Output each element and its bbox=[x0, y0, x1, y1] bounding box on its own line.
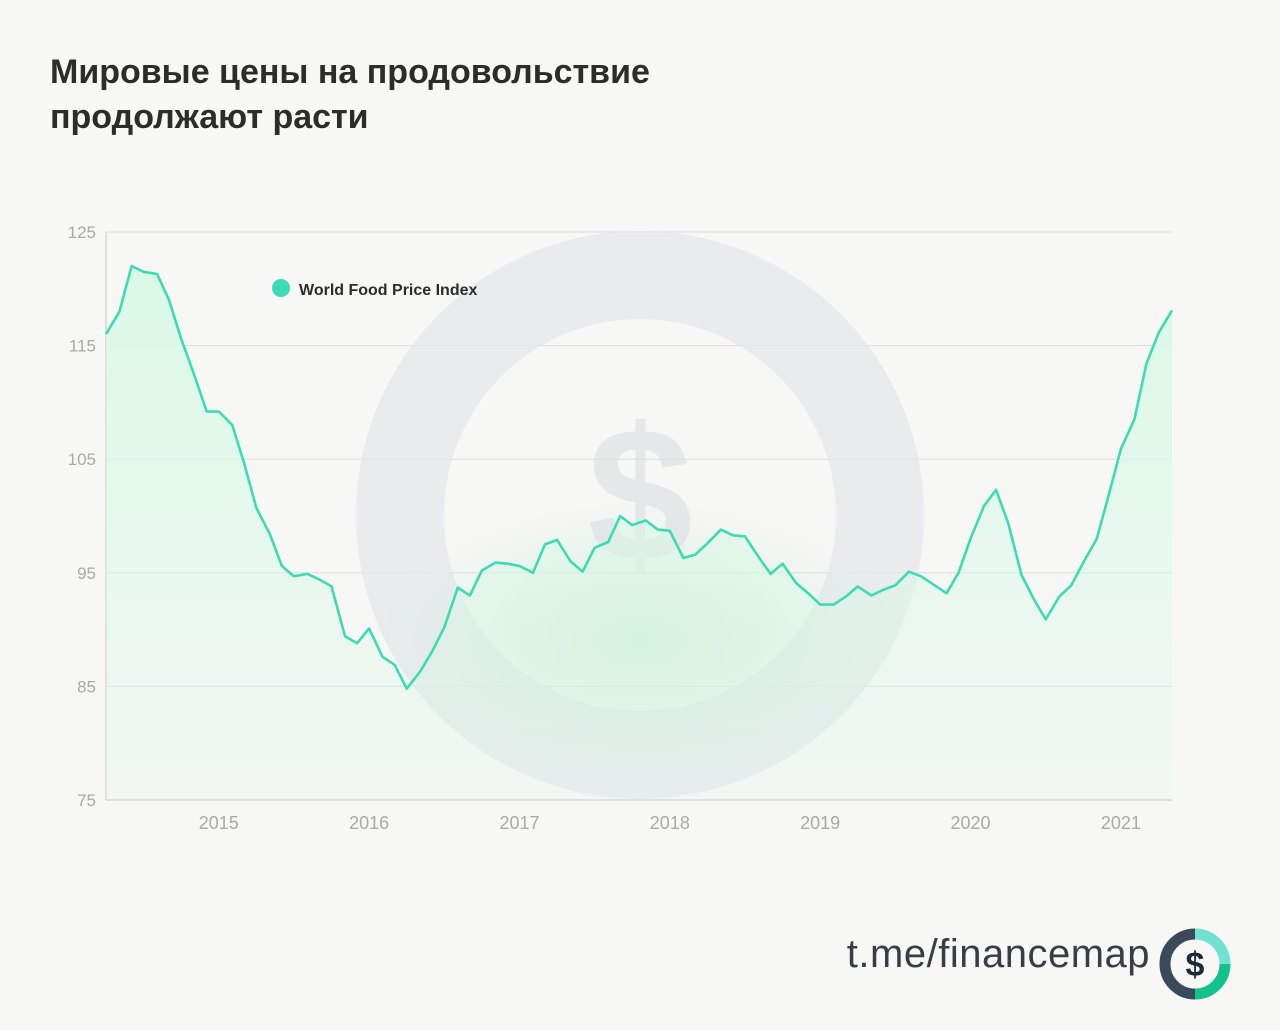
x-tick-label: 2015 bbox=[199, 813, 239, 833]
x-tick-label: 2016 bbox=[349, 813, 389, 833]
y-tick-label: 125 bbox=[68, 223, 96, 242]
series-line bbox=[104, 264, 1174, 690]
legend-label: World Food Price Index bbox=[299, 282, 477, 299]
page-title-line-2: продолжают расти bbox=[50, 98, 369, 136]
logo-dollar-symbol: $ bbox=[1186, 946, 1205, 984]
y-tick-label: 105 bbox=[68, 450, 96, 469]
page-title-line-1: Мировые цены на продовольствие bbox=[50, 53, 650, 91]
x-tick-label: 2021 bbox=[1101, 813, 1141, 833]
y-tick-label: 85 bbox=[77, 677, 96, 696]
page-title: Мировые цены на продовольствие продолжаю… bbox=[50, 50, 950, 140]
y-tick-label: 115 bbox=[69, 337, 96, 356]
x-tick-label: 2018 bbox=[650, 813, 690, 833]
legend-marker-icon bbox=[272, 279, 290, 297]
x-tick-label: 2017 bbox=[499, 813, 539, 833]
x-tick-label: 2019 bbox=[800, 813, 840, 833]
y-tick-label: 95 bbox=[77, 564, 96, 583]
footer-telegram-link[interactable]: t.me/financemap bbox=[846, 932, 1150, 976]
y-tick-label: 75 bbox=[77, 791, 96, 810]
dollar-ring-logo-icon: $ bbox=[1159, 928, 1231, 1000]
x-tick-label: 2020 bbox=[951, 813, 991, 833]
series-area bbox=[106, 266, 1172, 801]
